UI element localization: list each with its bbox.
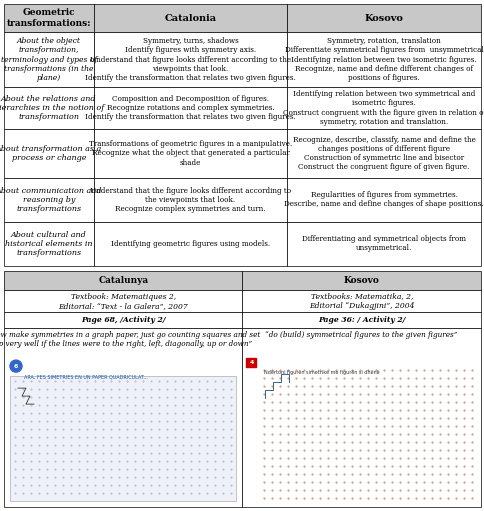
- Bar: [4, 290, 242, 312]
- Bar: [4, 4, 93, 32]
- Bar: [287, 129, 480, 178]
- Text: ARA, FES SIMETRIES EN UN PAPER QUADRICULAT...: ARA, FES SIMETRIES EN UN PAPER QUADRICUL…: [24, 374, 148, 379]
- Bar: [287, 32, 480, 87]
- Text: Geometric
transformations:: Geometric transformations:: [6, 9, 91, 28]
- Text: Regularities of figures from symmetries.
Describe, name and define changes of sh: Regularities of figures from symmetries.…: [284, 191, 483, 208]
- Bar: [10, 376, 236, 501]
- Text: About communication and
reasoning by
transformations: About communication and reasoning by tra…: [0, 187, 102, 213]
- Bar: [4, 271, 242, 290]
- Text: Catalunya: Catalunya: [98, 276, 148, 285]
- Bar: [93, 32, 287, 87]
- Text: Textbooks: Matematika, 2,
Editorial “Dukagjini”, 2004: Textbooks: Matematika, 2, Editorial “Duk…: [308, 293, 414, 310]
- Bar: [287, 178, 480, 222]
- Bar: [93, 178, 287, 222]
- Bar: [93, 129, 287, 178]
- Text: Recognize, describe, classify, name and define the
changes positions of differen: Recognize, describe, classify, name and …: [292, 136, 475, 171]
- Bar: [287, 4, 480, 32]
- Text: Textbook: Matematiques 2,
Editorial: “Text - la Galera”, 2007: Textbook: Matematiques 2, Editorial: “Te…: [58, 293, 188, 310]
- Bar: [242, 328, 480, 507]
- Text: Transformations of geometric figures in a manipulative.
Recognize what the objec: Transformations of geometric figures in …: [89, 141, 291, 167]
- Text: Identifying relation between two symmetrical and
isometric figures.
Construct co: Identifying relation between two symmetr…: [282, 90, 484, 126]
- Text: Page 36: / Activity 2/: Page 36: / Activity 2/: [318, 316, 405, 324]
- Bar: [287, 222, 480, 266]
- Text: Page 68, /Activity 2/: Page 68, /Activity 2/: [81, 316, 165, 324]
- Bar: [242, 312, 480, 328]
- Circle shape: [10, 360, 22, 372]
- Bar: [93, 87, 287, 129]
- Text: Symmetry, turns, shadows
Identify figures with symmetry axis.
Understand that fi: Symmetry, turns, shadows Identify figure…: [85, 37, 295, 82]
- Text: About cultural and
historical elements in
transformations: About cultural and historical elements i…: [5, 230, 92, 257]
- Text: Kosovo: Kosovo: [364, 14, 403, 22]
- Text: “Now make symmetries in a graph paper, just go counting squares and set
up very : “Now make symmetries in a graph paper, j…: [0, 331, 260, 349]
- Text: Understand that the figure looks different according to
the viewpoints that look: Understand that the figure looks differe…: [90, 187, 290, 213]
- Text: Ndërtoni figurën simetrike me figurën si dhënë: Ndërtoni figurën simetrike me figurën si…: [264, 370, 379, 375]
- Bar: [4, 87, 93, 129]
- Text: 4: 4: [249, 360, 253, 365]
- Bar: [287, 87, 480, 129]
- Text: Identifying geometric figures using models.: Identifying geometric figures using mode…: [111, 240, 270, 248]
- Text: Kosovo: Kosovo: [343, 276, 379, 285]
- Bar: [4, 312, 242, 328]
- Bar: [93, 4, 287, 32]
- Text: Catalonia: Catalonia: [164, 14, 216, 22]
- Text: About transformation as a
process or change: About transformation as a process or cha…: [0, 145, 102, 162]
- Bar: [246, 358, 256, 367]
- Text: “do (build) symmetrical figures to the given figures”: “do (build) symmetrical figures to the g…: [265, 331, 457, 339]
- Text: About the relations and
hierarchies in the notion of
transformation: About the relations and hierarchies in t…: [0, 95, 104, 121]
- Text: Differentiating and symmetrical objects from
unsymmetrical.: Differentiating and symmetrical objects …: [302, 235, 465, 252]
- Bar: [4, 32, 93, 87]
- Bar: [242, 290, 480, 312]
- Text: Composition and Decomposition of figures.
Recognize rotations and complex symmet: Composition and Decomposition of figures…: [85, 95, 295, 121]
- Bar: [4, 178, 93, 222]
- Bar: [242, 271, 480, 290]
- Text: About the object
transformation,
terminology and types of
transformations (in th: About the object transformation, termino…: [0, 37, 97, 82]
- Text: Symmetry, rotation, translation
Differentiate symmetrical figures from  unsymmet: Symmetry, rotation, translation Differen…: [284, 37, 483, 82]
- Bar: [4, 328, 242, 507]
- Bar: [4, 129, 93, 178]
- Bar: [4, 222, 93, 266]
- Text: 6: 6: [14, 364, 18, 368]
- Bar: [93, 222, 287, 266]
